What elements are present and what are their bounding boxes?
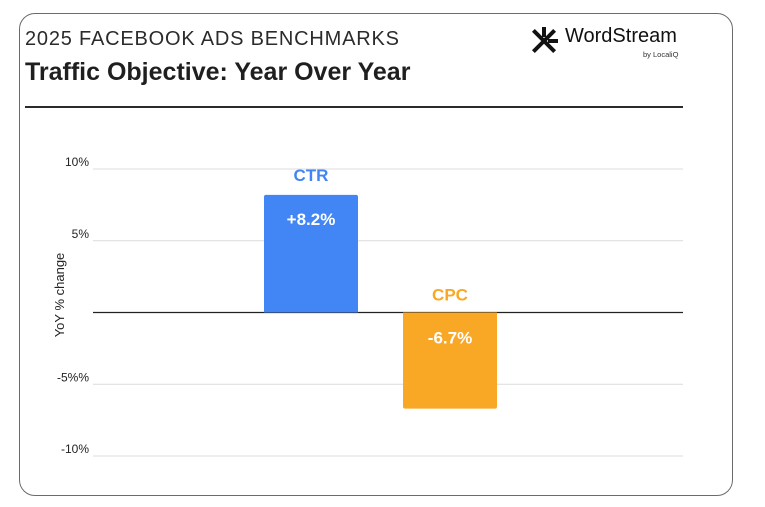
- y-tick-label: 5%: [72, 227, 90, 241]
- bar-cpc: [403, 312, 497, 409]
- category-label: CPC: [432, 286, 468, 305]
- data-label: -6.7%: [428, 329, 472, 348]
- brand-sub: by LocaliQ: [643, 50, 679, 59]
- bar-ctr: [264, 194, 358, 313]
- chart-card: [19, 13, 733, 496]
- title-divider: [25, 106, 683, 108]
- y-tick-label: -5%%: [57, 370, 89, 384]
- chart-eyebrow: 2025 FACEBOOK ADS BENCHMARKS: [25, 28, 400, 50]
- chart-title: Traffic Objective: Year Over Year: [25, 58, 411, 86]
- data-label: +8.2%: [287, 210, 336, 229]
- y-tick-label: 10%: [65, 155, 89, 169]
- y-tick-label: -10%: [61, 442, 89, 456]
- y-axis-label: YoY % change: [52, 253, 67, 338]
- category-label: CTR: [294, 166, 329, 185]
- brand-name: WordStream: [565, 25, 677, 47]
- wordstream-mark-icon: [531, 27, 558, 54]
- wordstream-logo: WordStream by LocaliQ: [527, 22, 687, 62]
